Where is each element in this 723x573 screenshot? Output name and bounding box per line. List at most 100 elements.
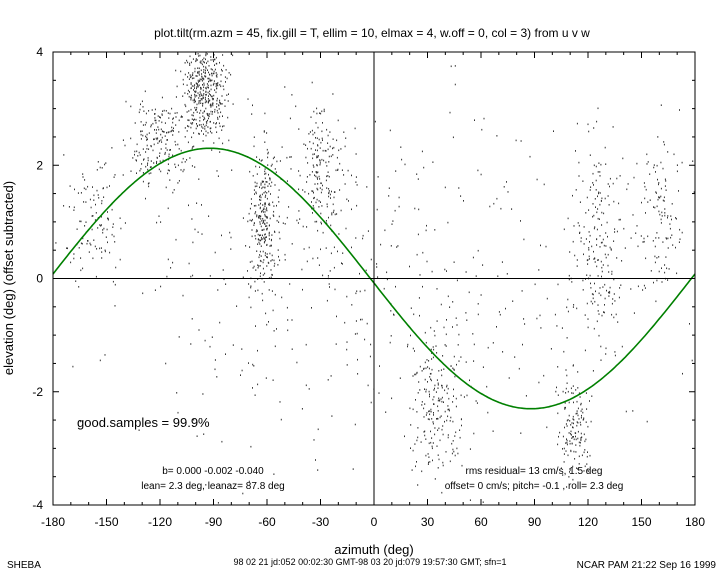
scatter-point: [156, 138, 158, 141]
scatter-point: [187, 89, 189, 92]
scatter-point: [192, 58, 194, 60]
scatter-point: [191, 318, 193, 320]
scatter-point: [202, 61, 204, 63]
scatter-point: [271, 273, 273, 276]
scatter-point: [600, 294, 602, 297]
scatter-point: [138, 151, 140, 154]
scatter-point: [270, 276, 272, 279]
scatter-point: [211, 74, 213, 77]
scatter-point: [155, 119, 157, 122]
scatter-point: [612, 182, 614, 185]
scatter-point: [211, 95, 213, 98]
scatter-point: [416, 439, 418, 442]
scatter-point: [463, 200, 464, 202]
scatter-point: [454, 454, 456, 457]
scatter-point: [624, 247, 626, 249]
scatter-point: [595, 165, 597, 168]
scatter-point: [138, 429, 140, 431]
scatter-point: [312, 190, 314, 193]
scatter-point: [613, 200, 615, 203]
scatter-point: [316, 155, 318, 158]
scatter-point: [429, 413, 431, 416]
scatter-point: [198, 133, 200, 135]
scatter-point: [550, 348, 552, 350]
scatter-point: [273, 205, 275, 207]
scatter-point: [253, 145, 255, 148]
scatter-point: [571, 442, 573, 445]
scatter-point: [262, 204, 264, 206]
scatter-point: [232, 344, 234, 346]
scatter-point: [417, 392, 419, 394]
scatter-point: [664, 178, 666, 181]
scatter-point: [111, 233, 113, 236]
scatter-point: [503, 186, 505, 188]
scatter-point: [327, 379, 329, 381]
scatter-point: [328, 192, 330, 195]
scatter-point: [620, 284, 622, 286]
scatter-point: [148, 132, 150, 134]
scatter-point: [98, 197, 100, 199]
scatter-point: [264, 252, 266, 254]
scatter-point: [309, 141, 311, 143]
scatter-point: [101, 257, 103, 259]
scatter-point: [431, 437, 433, 439]
scatter-point: [425, 414, 427, 416]
scatter-point: [334, 288, 336, 291]
scatter-point: [388, 195, 390, 197]
scatter-point: [106, 228, 108, 231]
scatter-point: [177, 164, 179, 167]
scatter-point: [82, 267, 84, 270]
scatter-point: [184, 161, 186, 163]
scatter-point: [430, 410, 432, 413]
scatter-point: [325, 247, 327, 249]
scatter-point: [259, 186, 260, 189]
scatter-point: [312, 153, 314, 156]
scatter-point: [216, 99, 218, 102]
scatter-point: [587, 470, 589, 473]
scatter-point: [214, 359, 216, 361]
scatter-point: [347, 169, 349, 172]
scatter-point: [296, 219, 298, 222]
scatter-point: [194, 87, 195, 89]
scatter-point: [200, 62, 202, 64]
scatter-point: [248, 212, 250, 215]
scatter-point: [242, 276, 244, 279]
scatter-point: [329, 145, 331, 148]
scatter-point: [442, 355, 444, 357]
scatter-point: [693, 191, 695, 193]
scatter-point: [613, 278, 615, 281]
scatter-point: [621, 345, 623, 348]
scatter-point: [139, 169, 141, 172]
scatter-point: [356, 184, 358, 186]
scatter-point: [616, 177, 618, 180]
scatter-point: [222, 125, 223, 128]
scatter-point: [416, 173, 418, 175]
scatter-point: [63, 205, 65, 207]
scatter-point: [274, 184, 276, 186]
scatter-point: [321, 158, 323, 161]
scatter-point: [209, 73, 211, 76]
scatter-point: [148, 110, 150, 112]
x-tick-label: -60: [258, 515, 276, 529]
scatter-point: [266, 228, 268, 231]
scatter-point: [262, 299, 264, 302]
scatter-point: [632, 214, 634, 216]
scatter-point: [529, 155, 531, 158]
scatter-point: [451, 442, 453, 445]
scatter-point: [84, 179, 86, 181]
scatter-point: [194, 228, 196, 231]
scatter-point: [251, 229, 253, 231]
scatter-point: [257, 289, 259, 292]
scatter-point: [204, 71, 206, 74]
scatter-point: [195, 59, 197, 62]
scatter-point: [207, 114, 209, 116]
scatter-point: [564, 426, 565, 429]
scatter-point: [320, 141, 322, 144]
scatter-point: [486, 385, 488, 388]
scatter-point: [538, 381, 540, 384]
scatter-point: [225, 353, 226, 355]
scatter-point: [245, 245, 247, 247]
scatter-point: [164, 135, 166, 137]
scatter-point: [248, 480, 250, 483]
scatter-point: [316, 137, 318, 139]
